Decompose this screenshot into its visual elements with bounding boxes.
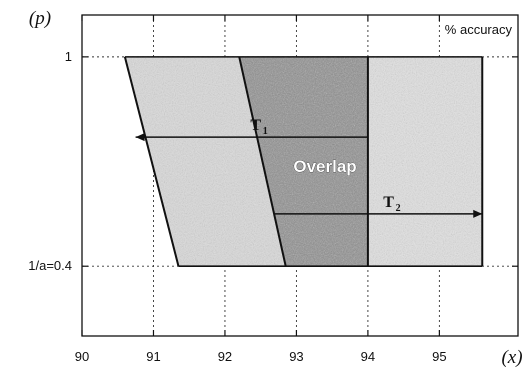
x-tick-label-92: 92 <box>218 349 232 364</box>
x-ticks: 90 91 92 93 94 95 <box>75 15 447 364</box>
overlap-label: Overlap <box>293 157 356 176</box>
arrow-head-1 <box>135 133 145 142</box>
x-axis-label: (x) <box>501 347 522 368</box>
arrow-label-sub-2: 2 <box>396 203 401 214</box>
arrows: T 1T 2 <box>135 117 483 218</box>
corner-label: % accuracy <box>445 22 513 37</box>
region-2 <box>367 56 483 267</box>
x-tick-label-91: 91 <box>146 349 160 364</box>
arrow-label-2: T <box>383 194 394 211</box>
arrow-head-2 <box>473 209 483 218</box>
y-ticks: 1/a=0.4 1 <box>28 49 518 273</box>
plot-frame <box>81 14 519 337</box>
level-lines <box>124 56 483 268</box>
boundary-line-1 <box>238 56 287 267</box>
x-tick-label-94: 94 <box>361 349 375 364</box>
x-tick-label-93: 93 <box>289 349 303 364</box>
boundary-line-0 <box>123 56 180 267</box>
y-tick-label-1: 1 <box>65 49 72 64</box>
y-axis-label: (p) <box>29 8 51 29</box>
arrow-label-sub-1: 1 <box>263 126 268 137</box>
x-tick-label-90: 90 <box>75 349 89 364</box>
y-tick-label-0: 1/a=0.4 <box>28 258 72 273</box>
arrow-label-1: T <box>250 117 261 134</box>
x-tick-label-95: 95 <box>432 349 446 364</box>
boundary-lines <box>123 56 484 267</box>
